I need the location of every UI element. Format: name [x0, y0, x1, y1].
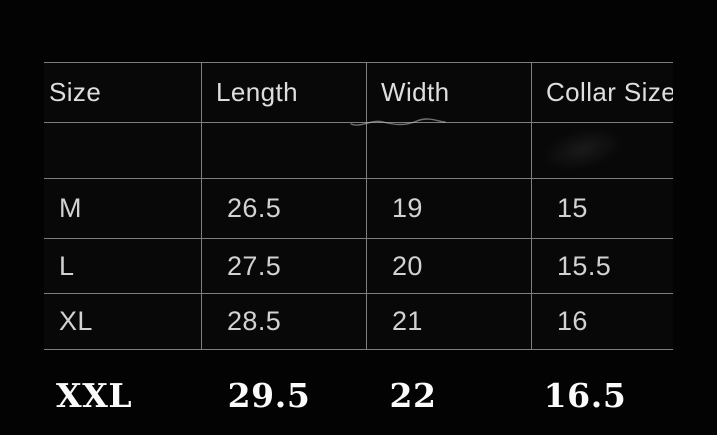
table-row-xxl-collar: 16.5: [543, 375, 627, 415]
column-header-width: Width: [367, 63, 532, 122]
length-cell: 27.5: [202, 239, 367, 293]
table-row-xxl-width: 22: [389, 375, 437, 415]
table-row-m: M 26.5 19 15: [44, 179, 673, 239]
table-spacer-row: [44, 123, 673, 179]
empty-cell: [367, 123, 532, 178]
length-cell: 28.5: [202, 294, 367, 349]
table-row-xxl-size: XXL: [56, 375, 133, 415]
length-cell: 26.5: [202, 179, 367, 238]
collar-cell: 16: [557, 306, 588, 336]
width-cell: 20: [367, 239, 532, 293]
size-cell: XL: [44, 294, 202, 349]
column-header-collar-size: Collar Size: [546, 77, 673, 107]
table-row-xxl-length: 29.5: [227, 375, 311, 415]
table-row-xl: XL 28.5 21 16: [44, 294, 673, 350]
size-cell: M: [44, 179, 202, 238]
table-header-row: Size Length Width Collar Size: [44, 63, 673, 123]
width-cell: 19: [367, 179, 532, 238]
collar-cell: 15.5: [557, 250, 612, 281]
pen-squiggle-artifact: [350, 118, 446, 126]
size-table: Size Length Width Collar Size M 26.5 19 …: [44, 62, 673, 350]
column-header-length: Length: [202, 63, 367, 122]
empty-cell: [44, 123, 202, 178]
empty-cell: [202, 123, 367, 178]
collar-cell: 15: [557, 193, 588, 223]
size-cell: L: [44, 239, 202, 293]
column-header-size: Size: [44, 63, 202, 122]
width-cell: 21: [367, 294, 532, 349]
table-row-l: L 27.5 20 15.5: [44, 239, 673, 294]
